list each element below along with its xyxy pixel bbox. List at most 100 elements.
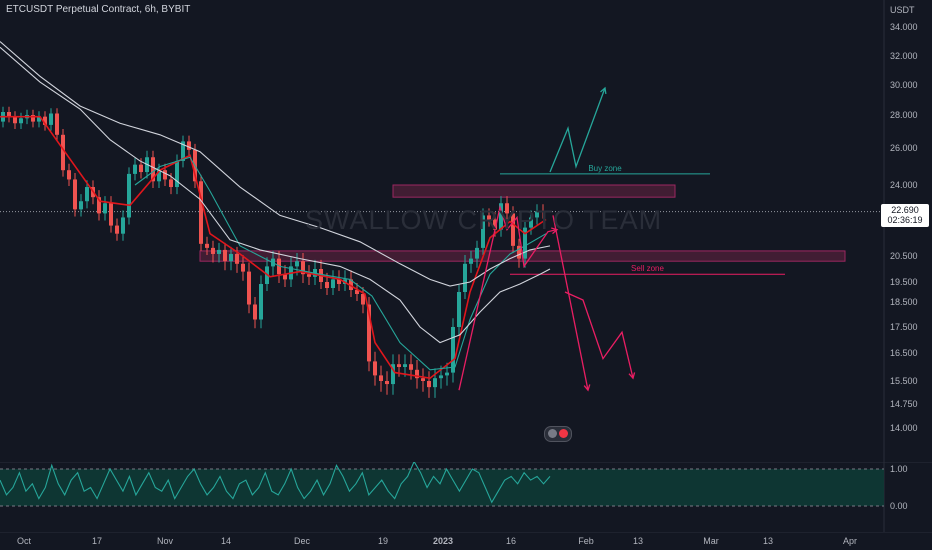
candle-body [469, 258, 473, 264]
ma-fast-line [0, 115, 547, 380]
price-tick-label: 26.000 [890, 143, 918, 153]
candle-body [61, 134, 65, 171]
candle-body [163, 170, 167, 180]
projection-line [549, 87, 606, 173]
candle-body [211, 247, 215, 254]
price-zone-box [392, 184, 676, 198]
candle-body [385, 381, 389, 385]
candle-body [415, 369, 419, 379]
price-chart[interactable]: USDT 34.000 32.000 30.000 28.000 26.000 24.000… [0, 0, 932, 462]
price-tick-label: 28.000 [890, 110, 918, 120]
candle-body [307, 274, 311, 277]
candle-body [475, 247, 479, 259]
candle-body [421, 378, 425, 381]
projection-arrowhead [628, 372, 636, 380]
candle-body [121, 217, 125, 234]
candle-body [433, 378, 437, 388]
candle-body [241, 263, 245, 272]
candle-body [445, 372, 449, 376]
price-tick-label: 18.500 [890, 297, 918, 307]
candle-body [205, 243, 209, 248]
candle-body [391, 364, 395, 385]
candle-body [223, 249, 227, 262]
time-tick-label: 13 [633, 536, 643, 546]
flag-badge-dot-left [548, 429, 557, 438]
candle-body [19, 118, 23, 124]
candle-body [43, 116, 47, 125]
time-axis: Oct 17 Nov 14 Dec 19 2023 16 Feb 13 Mar 13 Apr [0, 532, 932, 546]
candle-body [199, 181, 203, 244]
candle-body [457, 292, 461, 327]
candle-body [523, 227, 527, 259]
watermark: SWALLOW CRYPTO TEAM [305, 205, 663, 235]
chart-title: ETCUSDT Perpetual Contract, 6h, BYBIT [6, 4, 191, 15]
flag-badge-icon[interactable] [544, 426, 572, 442]
candle-body [85, 187, 89, 202]
price-tick-label: 16.500 [890, 348, 918, 358]
candle-body [13, 116, 17, 124]
candle-body [175, 160, 179, 188]
projection-line [564, 291, 634, 379]
price-tick-label: 34.000 [890, 22, 918, 32]
bar-countdown: 02:36:19 [887, 215, 923, 225]
candle-body [295, 261, 299, 267]
candle-body [7, 112, 11, 117]
candle-body [31, 115, 35, 122]
ma-mid-line [134, 156, 547, 371]
price-axis-unit: USDT [890, 5, 915, 15]
projection-arrowhead [551, 227, 559, 235]
candle-body [217, 249, 221, 254]
candle-body [103, 203, 107, 214]
candle-body [55, 113, 59, 135]
candle-body [373, 361, 377, 376]
candle-body [247, 271, 251, 305]
candle-body [73, 179, 77, 210]
last-price-value: 22.690 [891, 205, 919, 215]
candle-body [517, 245, 521, 259]
flag-badge-dot-right [559, 429, 568, 438]
candle-body [379, 375, 383, 381]
candle-body [325, 282, 329, 288]
price-tick-label: 32.000 [890, 51, 918, 61]
candle-body [463, 263, 467, 292]
candle-body [535, 211, 539, 218]
candle-body [427, 381, 431, 388]
osc-band [0, 469, 884, 506]
ma-slow-1-line [0, 41, 551, 287]
projection-arrowhead [600, 86, 607, 95]
candle-body [235, 253, 239, 264]
time-tick-label: Dec [294, 536, 311, 546]
time-tick-label: Feb [578, 536, 594, 546]
time-tick-label: 14 [221, 536, 231, 546]
candle-body [349, 279, 353, 290]
price-tick-label: 20.500 [890, 251, 918, 261]
candle-body [481, 215, 485, 248]
time-tick-label: 16 [506, 536, 516, 546]
candle-body [283, 274, 287, 280]
candle-body [367, 304, 371, 362]
candle-body [439, 375, 443, 379]
price-tick-label: 14.750 [890, 399, 918, 409]
time-tick-label: Oct [17, 536, 32, 546]
zone-line-label: Buy zone [588, 164, 622, 173]
candle-body [115, 225, 119, 234]
price-tick-label: 30.000 [890, 80, 918, 90]
candle-body [127, 173, 131, 218]
time-tick-label: 17 [92, 536, 102, 546]
last-price-tag: 22.690 02:36:19 [881, 204, 929, 227]
candle-body [157, 170, 161, 182]
candle-body [487, 215, 491, 220]
oscillator-pane[interactable]: 1.00 0.00 [0, 462, 932, 532]
zone-line-label: Sell zone [631, 264, 664, 273]
candle-body [139, 164, 143, 173]
candle-body [37, 116, 41, 122]
candle-body [541, 211, 545, 213]
candle-body [397, 364, 401, 367]
projection-arrowhead [583, 384, 591, 392]
candle-body [187, 141, 191, 150]
candle-body [97, 197, 101, 214]
candle-body [67, 170, 71, 180]
candle-body [529, 217, 533, 228]
price-tick-label: 24.000 [890, 180, 918, 190]
candle-body [409, 364, 413, 370]
